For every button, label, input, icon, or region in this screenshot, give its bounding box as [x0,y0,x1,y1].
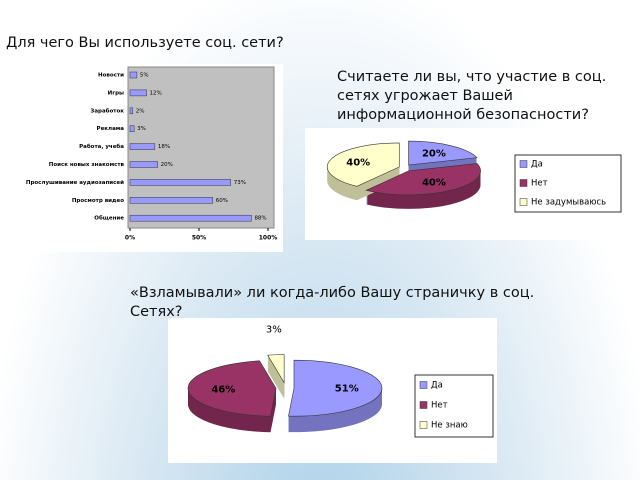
data-label: 2% [136,108,145,114]
data-label: 73% [234,180,246,186]
legend-swatch [519,198,528,206]
legend-label: Нет [431,401,448,411]
question: «Взламывали» ли когда-либо Вашу страничк… [130,285,535,320]
legend-label: Не знаю [431,421,468,431]
legend-box [414,374,494,438]
category-label: Новости [98,73,124,79]
category-label: Общение [94,215,124,222]
category-label: Работа, учеба [79,143,124,150]
slice [327,142,400,187]
category-label: Игры [108,90,124,96]
bar [129,214,252,222]
legend-label: Да [431,381,443,391]
legend-label: Нет [531,179,548,189]
slice [288,359,383,417]
question: Считаете ли вы, что участие в соц. сетях… [337,69,607,123]
slice [267,354,285,384]
legend-swatch [519,179,528,187]
bar [129,89,147,97]
category-label: Поиск новых знакомств [49,162,125,168]
data-label: 20% [422,148,446,159]
bar [129,161,158,168]
bar [129,107,134,115]
data-label: 12% [150,90,162,96]
data-label: 18% [158,144,170,150]
slice [365,163,481,196]
data-label: 46% [211,384,235,395]
bar [129,197,214,204]
category-label: Реклама [97,126,125,132]
legend-swatch [519,160,528,168]
legend-box [514,154,622,213]
bar [129,125,135,132]
data-label: 3% [137,126,146,132]
data-label: 3% [266,325,282,336]
legend-swatch [419,401,428,409]
data-label: 40% [346,157,370,168]
legend-swatch [419,381,428,389]
category-label: Прослушивание аудиозаписей [26,179,124,186]
data-label: 5% [140,73,149,79]
bar [129,71,138,79]
legend-label: Не задумываюсь [531,198,606,208]
data-label: 40% [422,178,446,189]
data-label: 20% [161,162,173,168]
data-label: 88% [254,216,266,222]
question: Для чего Вы используете соц. сети? [6,35,284,51]
data-label: 51% [335,384,359,395]
category-label: Просмотр видео [72,198,124,204]
category-label: Заработок [90,107,124,114]
bar [129,179,231,186]
x-tick-label: 0% [125,235,135,242]
slice [187,360,277,417]
x-tick-label: 50% [192,235,206,242]
legend-swatch [419,421,428,429]
legend-label: Да [531,160,543,170]
bar [129,143,156,150]
data-label: 60% [216,198,228,204]
x-tick-label: 100% [259,235,278,242]
slice [408,140,478,166]
